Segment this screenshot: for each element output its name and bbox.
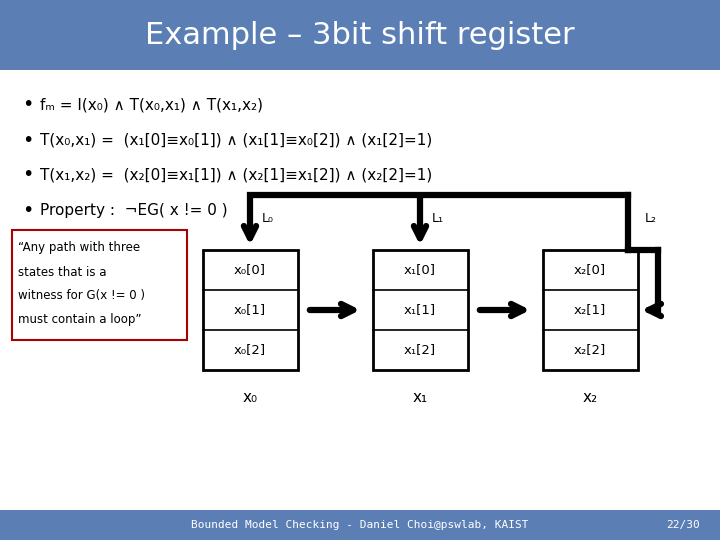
Text: x₂: x₂ bbox=[582, 390, 598, 406]
Text: witness for G(x != 0 ): witness for G(x != 0 ) bbox=[18, 289, 145, 302]
Bar bbox=[203, 250, 298, 370]
Text: Property :  ¬EG( x != 0 ): Property : ¬EG( x != 0 ) bbox=[40, 202, 228, 218]
Text: x₀[2]: x₀[2] bbox=[234, 343, 266, 356]
Text: x₂[1]: x₂[1] bbox=[574, 303, 606, 316]
Bar bbox=[12, 230, 187, 340]
Text: x₁[2]: x₁[2] bbox=[404, 343, 436, 356]
Text: must contain a loop”: must contain a loop” bbox=[18, 314, 142, 327]
Text: •: • bbox=[22, 165, 33, 185]
Text: x₁[0]: x₁[0] bbox=[404, 264, 436, 276]
Text: x₁[1]: x₁[1] bbox=[404, 303, 436, 316]
Text: T(x₀,x₁) =  (x₁[0]≡x₀[1]) ∧ (x₁[1]≡x₀[2]) ∧ (x₁[2]=1): T(x₀,x₁) = (x₁[0]≡x₀[1]) ∧ (x₁[1]≡x₀[2])… bbox=[40, 132, 432, 147]
Bar bbox=[543, 250, 638, 370]
Text: x₀: x₀ bbox=[243, 390, 258, 406]
Text: L₀: L₀ bbox=[262, 212, 274, 225]
Text: x₂[0]: x₂[0] bbox=[574, 264, 606, 276]
Text: L₂: L₂ bbox=[645, 212, 657, 225]
Text: fₘ = I(x₀) ∧ T(x₀,x₁) ∧ T(x₁,x₂): fₘ = I(x₀) ∧ T(x₀,x₁) ∧ T(x₁,x₂) bbox=[40, 98, 263, 112]
Text: Example – 3bit shift register: Example – 3bit shift register bbox=[145, 21, 575, 50]
Bar bbox=[0, 70, 720, 510]
Text: x₁: x₁ bbox=[413, 390, 428, 406]
Text: x₂[2]: x₂[2] bbox=[574, 343, 606, 356]
Text: •: • bbox=[22, 131, 33, 150]
Text: •: • bbox=[22, 200, 33, 219]
Text: 22/30: 22/30 bbox=[666, 520, 700, 530]
Text: “Any path with three: “Any path with three bbox=[18, 241, 140, 254]
Text: •: • bbox=[22, 96, 33, 114]
Bar bbox=[0, 0, 720, 70]
Bar bbox=[0, 510, 720, 540]
Bar bbox=[373, 250, 468, 370]
Text: x₀[1]: x₀[1] bbox=[234, 303, 266, 316]
Text: states that is a: states that is a bbox=[18, 266, 107, 279]
Text: T(x₁,x₂) =  (x₂[0]≡x₁[1]) ∧ (x₂[1]≡x₁[2]) ∧ (x₂[2]=1): T(x₁,x₂) = (x₂[0]≡x₁[1]) ∧ (x₂[1]≡x₁[2])… bbox=[40, 167, 432, 183]
Text: L₁: L₁ bbox=[432, 212, 444, 225]
Text: Bounded Model Checking - Daniel Choi@pswlab, KAIST: Bounded Model Checking - Daniel Choi@psw… bbox=[192, 520, 528, 530]
Text: x₀[0]: x₀[0] bbox=[234, 264, 266, 276]
